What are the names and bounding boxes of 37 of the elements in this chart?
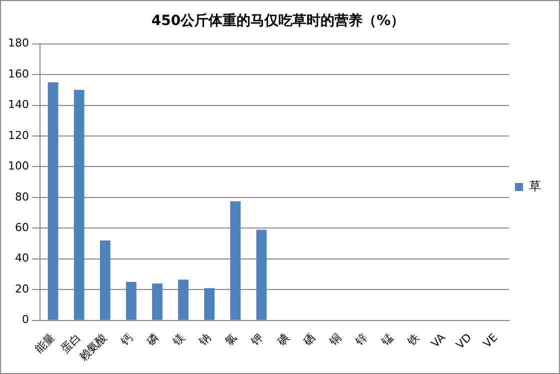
bar — [152, 283, 162, 320]
x-tick-label: 碘 — [274, 330, 292, 349]
y-tick-label: 160 — [8, 67, 29, 80]
y-tick-label: 140 — [8, 98, 29, 112]
x-tick-label: 能量 — [32, 330, 58, 356]
x-tick-label: 氯 — [222, 330, 240, 348]
bar — [204, 288, 215, 320]
x-tick-label: VE — [480, 330, 500, 350]
y-tick-label: 60 — [14, 221, 29, 234]
y-tick-label: 180 — [8, 36, 29, 50]
y-tick-label: 20 — [14, 282, 29, 296]
y-tick-label: 100 — [8, 160, 29, 173]
x-tick-label: 铁 — [404, 330, 422, 349]
x-tick-label: 铜 — [326, 330, 344, 349]
legend-label: 草 — [529, 179, 541, 194]
x-tick-label: 锌 — [352, 330, 370, 349]
bar — [178, 280, 188, 320]
x-tick-label: 锰 — [378, 330, 396, 349]
x-tick-label: 钠 — [196, 330, 214, 349]
bar — [100, 240, 110, 320]
bar — [230, 201, 241, 320]
y-tick-label: 40 — [14, 252, 29, 265]
x-tick-label: 硒 — [300, 330, 318, 349]
x-tick-label: VD — [454, 330, 474, 352]
x-tick-label: 镁 — [170, 330, 188, 349]
bar — [74, 90, 84, 320]
x-tick-label: VA — [428, 330, 448, 350]
x-tick-label: 磷 — [144, 330, 162, 349]
x-tick-label: 钾 — [248, 330, 266, 349]
bar — [126, 282, 136, 320]
y-tick-label: 80 — [14, 190, 29, 204]
chart-title: 450公斤体重的马仅吃草时的营养（%） — [151, 12, 405, 30]
bar — [256, 230, 267, 320]
x-tick-label: 钙 — [118, 330, 136, 349]
y-tick-label: 0 — [22, 313, 29, 326]
y-tick-label: 120 — [8, 128, 29, 142]
bar — [48, 82, 58, 320]
